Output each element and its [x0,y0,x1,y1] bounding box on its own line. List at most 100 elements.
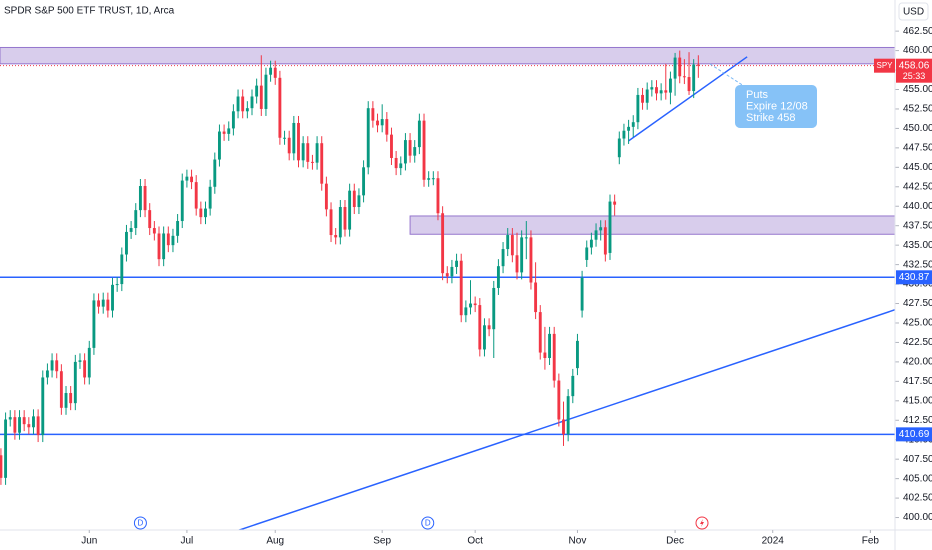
candle-body [552,333,556,381]
zone [0,46,895,65]
callout-text: Strike 458 [746,112,796,124]
candle-body [487,325,491,330]
callout-text: Puts [746,89,769,101]
candle-body [380,119,384,126]
candle-body [278,77,282,138]
candle-body [97,300,101,307]
candle-body [87,347,91,378]
candle-body [501,249,505,267]
candle-body [557,380,561,420]
candle-body [445,273,449,277]
x-tick-label: Sep [373,536,391,547]
candle-body [515,255,519,273]
x-tick-label: 2024 [762,536,785,547]
candle-body [236,96,240,112]
candle-body [371,108,375,121]
candle-body [390,134,393,158]
candle-body [506,235,510,250]
candle-body [22,417,26,425]
earnings-icon[interactable] [695,516,709,530]
candle-body [329,209,333,236]
candle-body [338,207,342,238]
candle-body [194,182,198,209]
level-tag [896,270,932,285]
candle-body [473,303,477,306]
candle-body [580,277,584,311]
candle-body [664,90,668,93]
y-tick-label: 417.50 [903,376,932,387]
dividend-marker[interactable] [421,516,435,530]
candle-body [464,307,468,316]
candle-body [306,143,310,162]
candle-body [166,233,170,246]
candle-body [692,64,696,92]
candle-body [301,143,305,161]
candle-body [143,186,147,211]
candle-body [41,377,45,436]
candle-body [245,108,249,112]
candle-body [483,325,486,350]
candle-body [436,178,440,214]
y-tick-label: 427.50 [903,298,932,309]
y-tick-label: 425.00 [903,318,932,329]
y-tick-label: 452.50 [903,104,932,115]
candle-body [408,140,412,156]
candle-body [636,94,640,123]
zone [409,215,895,235]
candle-body [157,233,161,260]
candle-body [650,87,654,90]
candle-body [641,94,644,103]
symbol-tag-label: SPY [876,61,893,70]
candle-body [45,370,49,378]
candle-body [450,266,454,277]
candle-body [69,393,73,404]
countdown: 25:33 [903,71,926,81]
y-tick-label: 405.00 [903,473,932,484]
candle-body [287,137,291,154]
x-tick-label: Nov [569,536,587,547]
candle-body [510,235,514,256]
candle-body [627,126,631,131]
currency-box[interactable] [898,2,929,21]
candle-body [403,140,407,164]
y-tick-label: 422.50 [903,337,932,348]
level-tag [896,427,932,442]
candle-body [78,360,82,362]
candle-body [603,227,607,255]
candle-body [199,208,203,218]
callout-box [735,85,817,128]
candle-body [4,419,8,478]
callout-text: Expire 12/08 [746,100,808,112]
candle-body [218,131,221,160]
candle-body [50,360,54,371]
candle-body [496,266,500,288]
candle-body [431,178,435,180]
candle-body [608,201,612,253]
y-tick-label: 462.50 [903,26,932,37]
candle-body [687,77,691,92]
candle-body [208,186,212,209]
candle-body [134,210,138,229]
candle-body [138,186,142,211]
candle-body [204,208,207,218]
candle-body [413,147,417,156]
candle-body [376,120,379,126]
candle-body [36,416,40,436]
candle-body [673,57,677,79]
y-tick-label: 420.00 [903,357,932,368]
candle-body [696,64,700,66]
dividend-label: D [138,519,144,528]
candle-body [655,87,658,94]
candle-body [576,340,579,369]
y-tick-label: 415.00 [903,395,932,406]
candle-body [399,163,403,169]
callout-pointer [709,63,748,89]
candle-body [659,90,663,94]
dividend-marker[interactable] [133,516,147,530]
candle-body [241,96,245,112]
candle-body [101,299,105,307]
x-tick-label: Feb [862,536,880,547]
y-tick-label: 407.50 [903,454,932,465]
